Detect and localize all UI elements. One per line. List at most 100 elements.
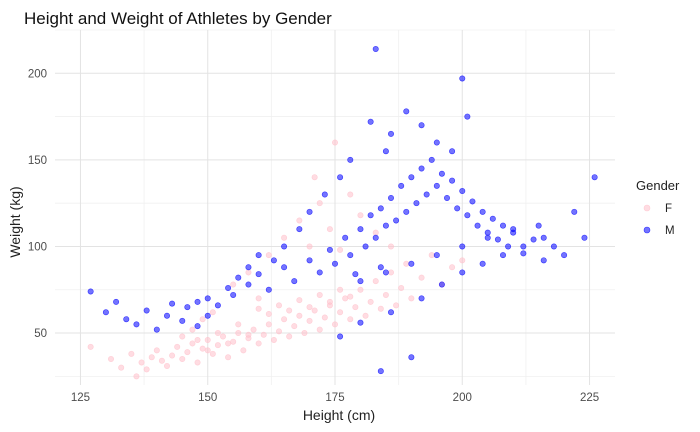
data-point-F: [418, 274, 425, 281]
data-point-M: [459, 269, 466, 276]
legend-title: Gender: [636, 178, 680, 193]
data-point-F: [230, 338, 237, 345]
data-point-M: [357, 226, 364, 233]
data-point-F: [235, 330, 242, 337]
data-point-F: [362, 312, 369, 319]
y-tick-label: 150: [28, 155, 47, 167]
data-point-M: [464, 113, 471, 120]
data-point-F: [352, 304, 359, 311]
data-point-F: [459, 257, 466, 264]
data-point-M: [102, 309, 109, 316]
data-point-M: [459, 75, 466, 82]
data-point-F: [128, 350, 135, 357]
legend-key-M: [643, 226, 651, 234]
data-point-M: [428, 156, 435, 163]
data-point-F: [449, 264, 456, 271]
data-point-F: [138, 359, 145, 366]
data-point-F: [275, 302, 282, 309]
data-point-M: [377, 368, 384, 375]
data-point-F: [169, 352, 176, 359]
data-point-F: [225, 354, 232, 361]
data-point-M: [306, 208, 313, 215]
data-point-M: [316, 269, 323, 276]
data-point-F: [204, 336, 211, 343]
data-point-M: [153, 326, 160, 333]
data-point-F: [133, 373, 140, 380]
data-point-F: [118, 364, 125, 371]
data-point-F: [255, 305, 262, 312]
data-point-M: [459, 188, 466, 195]
data-point-M: [418, 165, 425, 172]
data-point-M: [408, 260, 415, 267]
legend-label-F: F: [665, 203, 672, 215]
data-point-M: [204, 295, 211, 302]
data-point-M: [535, 222, 542, 229]
data-point-F: [148, 354, 155, 361]
data-point-F: [286, 333, 293, 340]
data-point-F: [321, 314, 328, 321]
data-point-M: [281, 264, 288, 271]
data-point-F: [377, 305, 384, 312]
data-point-M: [204, 312, 211, 319]
legend-key-F: [643, 204, 651, 212]
data-point-F: [174, 343, 181, 350]
data-point-F: [245, 331, 252, 338]
data-point-M: [357, 319, 364, 326]
data-point-F: [387, 269, 394, 276]
y-tick-label: 200: [28, 68, 47, 80]
data-point-F: [143, 366, 150, 373]
data-point-F: [311, 307, 318, 314]
data-point-M: [123, 316, 130, 323]
data-point-F: [337, 246, 344, 253]
data-point-M: [387, 194, 394, 201]
data-point-F: [428, 252, 435, 259]
data-point-M: [87, 288, 94, 295]
data-point-M: [306, 257, 313, 264]
data-point-M: [169, 300, 176, 307]
data-point-M: [464, 212, 471, 219]
data-point-M: [469, 198, 476, 205]
data-point-F: [372, 229, 379, 236]
data-point-M: [418, 122, 425, 129]
data-point-F: [357, 286, 364, 293]
data-point-M: [347, 156, 354, 163]
legend: Gender FM: [636, 178, 680, 237]
data-point-F: [367, 298, 374, 305]
data-point-F: [270, 336, 277, 343]
data-point-F: [179, 356, 186, 363]
data-point-M: [398, 182, 405, 189]
data-point-M: [510, 226, 517, 233]
data-point-F: [393, 302, 400, 309]
data-point-M: [291, 278, 298, 285]
data-point-M: [449, 148, 456, 155]
data-point-F: [296, 217, 303, 224]
data-point-M: [403, 208, 410, 215]
data-point-M: [179, 317, 186, 324]
x-tick-label: 175: [325, 392, 344, 404]
data-point-M: [337, 174, 344, 181]
data-point-M: [270, 257, 277, 264]
data-point-M: [540, 234, 547, 241]
data-point-F: [199, 316, 206, 323]
data-point-M: [382, 148, 389, 155]
data-point-M: [113, 298, 120, 305]
data-point-M: [393, 217, 400, 224]
data-point-M: [372, 234, 379, 241]
data-point-M: [352, 271, 359, 278]
data-point-F: [209, 309, 216, 316]
data-point-F: [372, 278, 379, 285]
data-point-M: [505, 243, 512, 250]
plot-points: [87, 46, 598, 380]
data-point-M: [571, 208, 578, 215]
data-point-F: [235, 321, 242, 328]
data-point-M: [479, 208, 486, 215]
data-point-M: [408, 174, 415, 181]
data-point-M: [550, 243, 557, 250]
series-F: [87, 139, 466, 380]
data-point-F: [296, 297, 303, 304]
data-point-F: [214, 342, 221, 349]
data-point-M: [459, 243, 466, 250]
data-point-M: [357, 278, 364, 285]
plot-grid: [55, 29, 615, 385]
